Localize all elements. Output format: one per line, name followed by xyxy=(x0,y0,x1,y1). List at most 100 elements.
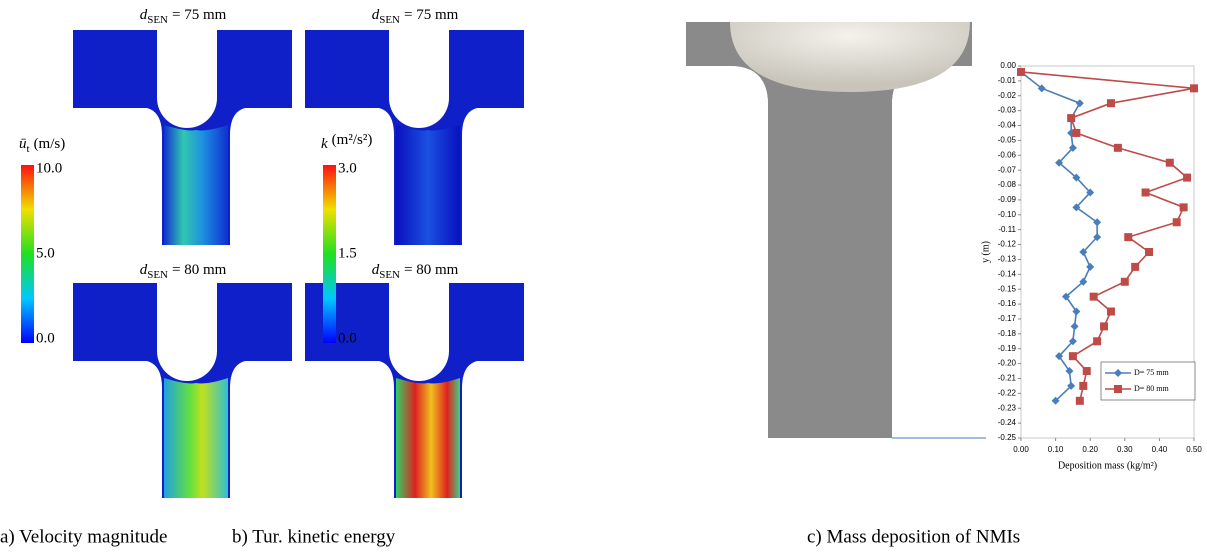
y-tick-label: -0.13 xyxy=(998,255,1017,264)
x-tick-label: 0.40 xyxy=(1152,445,1168,454)
x-tick-label: 0.10 xyxy=(1048,445,1064,454)
y-tick-label: -0.23 xyxy=(998,403,1017,412)
y-tick-label: -0.24 xyxy=(998,418,1017,427)
label-text: = 80 mm xyxy=(404,262,459,278)
label-text: = 75 mm xyxy=(172,7,227,23)
stem-field xyxy=(396,378,460,498)
case-label: dSEN= 75 mm xyxy=(372,7,459,25)
caption: a) Velocity magnitude xyxy=(0,526,167,547)
y-tick-label: -0.03 xyxy=(998,106,1017,115)
stem-field xyxy=(164,378,228,498)
geometry-image xyxy=(686,22,986,438)
y-tick-label: -0.17 xyxy=(998,314,1017,323)
y-tick-label: -0.25 xyxy=(998,433,1017,442)
marker xyxy=(1076,99,1084,107)
figure-canvas: dSEN= 75 mmdSEN= 80 mmūt(m/s)10.05.00.0a… xyxy=(0,0,1207,554)
marker xyxy=(1071,322,1079,330)
y-tick-label: -0.18 xyxy=(998,329,1017,338)
marker xyxy=(1079,382,1087,390)
marker xyxy=(1183,174,1191,182)
y-tick-label: -0.09 xyxy=(998,195,1017,204)
marker xyxy=(1145,248,1153,256)
marker xyxy=(1166,159,1174,167)
marker xyxy=(1069,352,1077,360)
legend-label: D= 80 mm xyxy=(1134,384,1170,393)
y-tick-label: -0.20 xyxy=(998,359,1017,368)
marker xyxy=(1076,397,1084,405)
stem-field xyxy=(396,125,460,245)
marker xyxy=(1173,218,1181,226)
series-line xyxy=(1021,72,1194,401)
case-label: dSEN= 75 mm xyxy=(140,7,227,25)
marker xyxy=(1131,263,1139,271)
y-tick-label: -0.02 xyxy=(998,91,1017,100)
marker xyxy=(1072,129,1080,137)
marker xyxy=(1100,322,1108,330)
y-tick-label: 0.00 xyxy=(1000,61,1016,70)
marker xyxy=(1180,203,1188,211)
marker xyxy=(1190,84,1198,92)
subscript: SEN xyxy=(147,269,168,281)
subscript: SEN xyxy=(379,14,400,26)
colorbar-label: 5.0 xyxy=(36,245,55,261)
marker xyxy=(1107,99,1115,107)
marker xyxy=(1017,68,1025,76)
subscript: SEN xyxy=(147,14,168,26)
y-tick-label: -0.14 xyxy=(998,269,1017,278)
unit: (m/s) xyxy=(34,136,66,152)
marker xyxy=(1093,337,1101,345)
stem-field xyxy=(164,125,228,245)
y-tick-label: -0.11 xyxy=(998,225,1016,234)
x-tick-label: 0.00 xyxy=(1013,445,1029,454)
marker xyxy=(1142,188,1150,196)
colorbar-label: 3.0 xyxy=(338,160,357,176)
colorbar-label: 0.0 xyxy=(36,330,55,346)
colorbar-title: ūt (m/s) xyxy=(19,136,65,154)
colorbar-label: 0.0 xyxy=(338,330,357,346)
marker xyxy=(1067,114,1075,122)
colorbar-label: 10.0 xyxy=(36,160,62,176)
y-axis-label: y (m) xyxy=(980,241,991,263)
x-tick-label: 0.30 xyxy=(1117,445,1133,454)
caption: b) Tur. kinetic energy xyxy=(232,526,396,547)
marker xyxy=(1086,263,1094,271)
label-text: = 75 mm xyxy=(404,7,459,23)
caption: c) Mass deposition of NMIs xyxy=(807,526,1020,547)
marker xyxy=(1107,308,1115,316)
label-text: = 80 mm xyxy=(172,262,227,278)
marker xyxy=(1090,293,1098,301)
y-tick-label: -0.16 xyxy=(998,299,1017,308)
marker xyxy=(1114,144,1122,152)
marker xyxy=(1114,385,1122,393)
y-tick-label: -0.15 xyxy=(998,284,1017,293)
case-label: dSEN= 80 mm xyxy=(140,262,227,280)
case-label: dSEN= 80 mm xyxy=(372,262,459,280)
figure: dSEN= 75 mmdSEN= 80 mmūt(m/s)10.05.00.0a… xyxy=(0,0,1207,554)
symbol: ū xyxy=(19,136,27,152)
y-tick-label: -0.06 xyxy=(998,150,1017,159)
y-tick-label: -0.08 xyxy=(998,180,1017,189)
unit: (m²/s²) xyxy=(332,132,373,148)
legend-label: D= 75 mm xyxy=(1134,368,1170,377)
subscript: SEN xyxy=(379,269,400,281)
colorbar-label: 1.5 xyxy=(338,245,357,261)
marker xyxy=(1083,367,1091,375)
colorbar xyxy=(323,165,336,343)
x-axis-label: Deposition mass (kg/m²) xyxy=(1058,460,1157,471)
colorbar-title: k(m²/s²) xyxy=(321,132,372,152)
marker xyxy=(1124,233,1132,241)
subscript: t xyxy=(27,143,30,155)
y-tick-label: -0.21 xyxy=(998,374,1017,383)
series-line xyxy=(1021,72,1097,401)
marker xyxy=(1121,278,1129,286)
y-tick-label: -0.07 xyxy=(998,165,1017,174)
x-tick-label: 0.20 xyxy=(1082,445,1098,454)
x-tick-label: 0.50 xyxy=(1186,445,1202,454)
y-tick-label: -0.22 xyxy=(998,388,1017,397)
y-tick-label: -0.04 xyxy=(998,121,1017,130)
symbol: k xyxy=(321,136,328,152)
y-tick-label: -0.01 xyxy=(998,76,1017,85)
y-tick-label: -0.05 xyxy=(998,136,1017,145)
